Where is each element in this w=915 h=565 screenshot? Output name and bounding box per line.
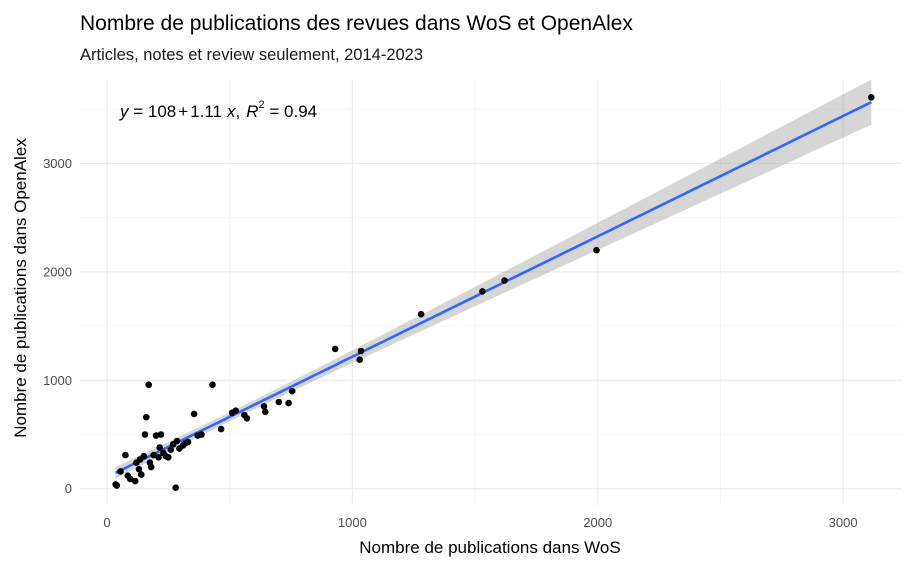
grid: [80, 80, 902, 505]
x-axis-title: Nombre de publications dans WoS: [359, 538, 620, 557]
eq-r-squared-value: = 0.94: [265, 102, 317, 121]
eq-r-squared-exponent: 2: [259, 99, 265, 111]
data-point: [243, 415, 251, 422]
confidence-band-area: [115, 79, 872, 479]
y-tick-label: 3000: [43, 156, 72, 171]
chart-title: Nombre de publications des revues dans W…: [80, 12, 633, 35]
data-point: [143, 413, 150, 421]
data-point: [131, 477, 139, 485]
eq-x: x: [226, 102, 236, 121]
x-tick-label: 0: [103, 515, 110, 530]
data-point: [262, 408, 269, 416]
data-points: [112, 94, 875, 492]
data-point: [122, 451, 129, 459]
data-point: [165, 454, 172, 461]
y-axis-title: Nombre de publications dans OpenAlex: [11, 138, 30, 438]
data-point: [173, 437, 181, 445]
data-point: [275, 398, 283, 406]
x-tick-label: 3000: [829, 515, 858, 530]
data-point: [184, 438, 192, 446]
data-point: [209, 381, 216, 389]
regression-fit-line: [115, 101, 872, 474]
data-point: [357, 347, 365, 355]
data-point: [232, 407, 240, 415]
data-point: [135, 465, 143, 473]
data-point: [140, 452, 148, 460]
x-tick-label: 1000: [338, 515, 367, 530]
data-point: [260, 403, 268, 410]
eq-r: R: [246, 102, 258, 121]
x-tick-label: 2000: [583, 515, 612, 530]
data-point: [198, 431, 205, 438]
y-tick-label: 0: [65, 481, 72, 496]
data-point: [501, 277, 508, 284]
confidence-band: [115, 79, 872, 479]
data-point: [285, 399, 292, 407]
data-point: [145, 381, 152, 389]
data-point: [155, 454, 162, 461]
regression-line: [115, 101, 872, 474]
data-point: [157, 431, 165, 438]
data-point: [141, 431, 149, 438]
data-point: [156, 444, 163, 451]
data-point: [288, 387, 296, 395]
data-point: [217, 425, 225, 433]
regression-equation: y = 108 +1.11 x, R2 = 0.94: [119, 99, 317, 121]
eq-y: y: [119, 102, 130, 121]
data-point: [113, 482, 121, 489]
y-tick-label: 1000: [43, 373, 72, 388]
x-axis-ticks: 0 1000 2000 3000: [103, 515, 857, 530]
data-point: [356, 356, 364, 364]
eq-comma: ,: [236, 102, 241, 121]
eq-intercept: = 108: [129, 102, 177, 121]
data-point: [138, 471, 145, 478]
data-point: [167, 446, 175, 454]
data-point: [417, 310, 425, 318]
eq-slope: 1.11: [190, 102, 222, 121]
data-point: [190, 410, 198, 418]
data-point: [868, 94, 875, 101]
data-point: [479, 288, 486, 295]
eq-plus: +: [178, 102, 188, 121]
data-point: [147, 463, 155, 471]
data-point: [117, 468, 124, 475]
data-point: [172, 484, 179, 492]
y-tick-label: 2000: [43, 264, 72, 279]
chart-subtitle: Articles, notes et review seulement, 201…: [80, 46, 423, 64]
data-point: [331, 345, 339, 353]
data-point: [593, 246, 600, 254]
y-axis-ticks: 0 1000 2000 3000: [43, 156, 72, 496]
